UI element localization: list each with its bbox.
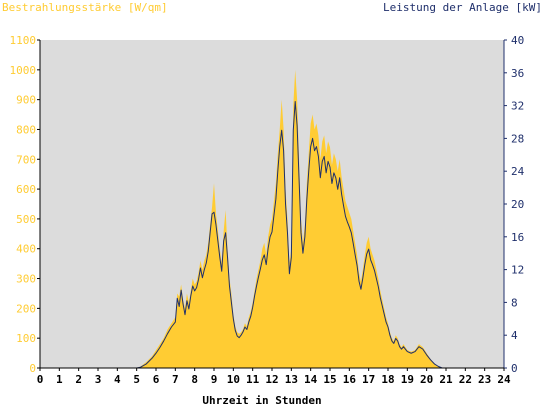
x-tick-label: 0 xyxy=(37,373,44,386)
right-tick-label: 4 xyxy=(511,329,518,342)
x-tick-label: 11 xyxy=(246,373,260,386)
right-tick-label: 0 xyxy=(511,362,518,375)
x-tick-label: 23 xyxy=(478,373,491,386)
x-tick-label: 18 xyxy=(381,373,394,386)
x-tick-label: 12 xyxy=(265,373,278,386)
x-tick-label: 2 xyxy=(75,373,82,386)
left-tick-label: 1100 xyxy=(10,34,37,47)
left-tick-label: 500 xyxy=(16,213,36,226)
x-tick-label: 22 xyxy=(459,373,472,386)
x-tick-label: 16 xyxy=(343,373,357,386)
right-tick-label: 28 xyxy=(511,132,524,145)
x-tick-label: 17 xyxy=(362,373,375,386)
x-tick-label: 24 xyxy=(497,373,511,386)
x-axis-ticks: 0 1 2 3 4 5 6 7 8 9 10 11 12 13 14 15 16 17 18 19 20 21 22 23 24 xyxy=(37,368,511,386)
x-tick-label: 20 xyxy=(420,373,433,386)
left-tick-label: 200 xyxy=(16,302,36,315)
right-tick-label: 20 xyxy=(511,198,524,211)
x-tick-label: 14 xyxy=(304,373,318,386)
left-tick-label: 0 xyxy=(29,362,36,375)
x-tick-label: 8 xyxy=(191,373,198,386)
left-axis-title: Bestrahlungsstärke [W/qm] xyxy=(2,1,168,14)
x-tick-label: 10 xyxy=(227,373,240,386)
right-tick-label: 32 xyxy=(511,100,524,113)
left-tick-label: 800 xyxy=(16,123,36,136)
left-tick-label: 300 xyxy=(16,273,36,286)
x-tick-label: 4 xyxy=(114,373,121,386)
left-tick-label: 700 xyxy=(16,153,36,166)
left-tick-label: 900 xyxy=(16,94,36,107)
right-tick-label: 36 xyxy=(511,67,524,80)
right-tick-label: 24 xyxy=(511,165,525,178)
x-tick-label: 7 xyxy=(172,373,179,386)
right-tick-label: 16 xyxy=(511,231,524,244)
right-axis-title: Leistung der Anlage [kW] xyxy=(383,1,542,14)
left-tick-label: 1000 xyxy=(10,64,37,77)
right-tick-label: 40 xyxy=(511,34,524,47)
x-tick-label: 6 xyxy=(153,373,160,386)
left-tick-label: 600 xyxy=(16,183,36,196)
right-tick-label: 8 xyxy=(511,296,518,309)
power-line-series xyxy=(40,101,504,369)
x-tick-label: 15 xyxy=(323,373,336,386)
left-tick-label: 400 xyxy=(16,243,36,256)
left-axis-ticks: 0 100 200 300 400 500 600 700 800 900 1000 1100 xyxy=(10,34,40,375)
right-axis-ticks: 0 4 8 12 16 20 24 28 32 36 40 xyxy=(504,34,525,375)
left-tick-label: 100 xyxy=(16,332,36,345)
x-axis-title: Uhrzeit in Stunden xyxy=(202,394,321,407)
right-tick-label: 12 xyxy=(511,264,524,277)
x-tick-label: 19 xyxy=(401,373,414,386)
x-tick-label: 5 xyxy=(133,373,140,386)
irradiance-area-series xyxy=(40,69,504,368)
x-tick-label: 9 xyxy=(211,373,218,386)
x-tick-label: 1 xyxy=(56,373,63,386)
x-tick-label: 21 xyxy=(439,373,453,386)
x-tick-label: 13 xyxy=(285,373,298,386)
series-layer xyxy=(40,69,504,369)
x-tick-label: 3 xyxy=(95,373,102,386)
